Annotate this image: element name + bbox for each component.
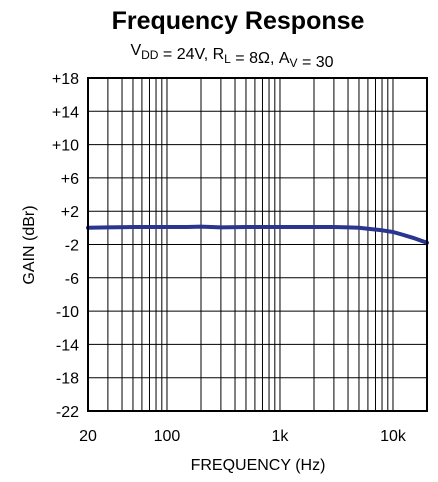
subtitle-part: = 24V, R — [158, 46, 224, 63]
y-axis-ticks: +18 +14 +10 +6 +2 -2 -6 -10 -14 -18 -22 — [52, 71, 79, 421]
chart-title: Frequency Response — [112, 7, 365, 35]
y-tick-label: -2 — [65, 238, 79, 255]
y-tick-label: -18 — [56, 371, 79, 388]
subtitle-subscript: L — [224, 52, 231, 66]
x-tick-label: 10k — [380, 428, 407, 445]
subtitle-subscript: V — [290, 56, 298, 70]
y-tick-label: -10 — [56, 304, 79, 321]
x-axis-label: FREQUENCY (Hz) — [191, 457, 326, 474]
y-axis-label: GAIN (dBr) — [21, 205, 38, 284]
x-tick-label: 100 — [154, 428, 181, 445]
data-series — [86, 224, 429, 245]
y-tick-label: -22 — [56, 404, 79, 421]
subtitle-part: = 30 — [298, 54, 334, 71]
y-tick-label: -6 — [65, 271, 79, 288]
x-tick-label: 20 — [79, 428, 97, 445]
y-tick-label: +18 — [52, 71, 79, 88]
subtitle-subscript: DD — [141, 48, 159, 62]
x-tick-label: 1k — [272, 428, 290, 445]
x-axis-ticks: 20 100 1k 10k — [79, 428, 407, 445]
chart-subtitle: VDD = 24V, RL = 8Ω, AV = 30 — [130, 42, 333, 71]
plot-frame — [87, 77, 428, 412]
y-tick-label: +14 — [52, 104, 79, 121]
y-tick-label: +10 — [52, 138, 79, 155]
subtitle-part: V — [130, 42, 141, 59]
subtitle-part: = 8Ω, A — [231, 50, 290, 67]
series-line — [86, 224, 429, 245]
y-tick-label: -14 — [56, 337, 79, 354]
y-tick-label: +6 — [61, 171, 79, 188]
grid — [87, 77, 428, 412]
y-tick-label: +2 — [61, 204, 79, 221]
